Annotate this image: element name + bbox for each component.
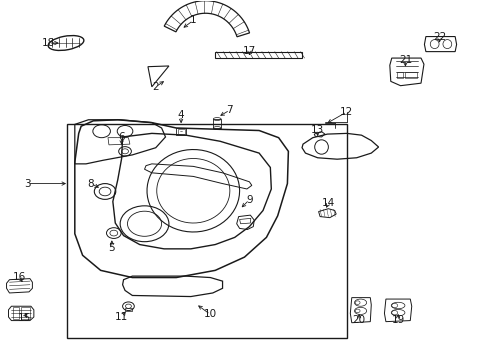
Text: 1: 1	[190, 15, 196, 26]
Text: 20: 20	[352, 315, 365, 325]
Text: 9: 9	[245, 195, 252, 205]
Text: 19: 19	[391, 315, 404, 325]
Text: 21: 21	[398, 55, 411, 65]
Text: 18: 18	[42, 38, 55, 48]
Bar	[66, 125, 346, 338]
Text: 11: 11	[115, 312, 128, 322]
Text: 12: 12	[340, 107, 353, 117]
Text: 10: 10	[203, 310, 217, 319]
Text: 4: 4	[178, 111, 184, 121]
Text: 22: 22	[432, 32, 445, 41]
Text: 14: 14	[321, 198, 334, 208]
Text: 13: 13	[310, 125, 324, 135]
Text: 8: 8	[87, 179, 94, 189]
Text: 2: 2	[152, 82, 159, 92]
Text: 17: 17	[242, 46, 256, 56]
Text: 7: 7	[226, 105, 233, 115]
Text: 6: 6	[118, 132, 124, 142]
Text: 15: 15	[18, 313, 31, 323]
Text: 16: 16	[13, 272, 26, 282]
Text: 3: 3	[24, 179, 31, 189]
Text: 5: 5	[108, 243, 115, 253]
